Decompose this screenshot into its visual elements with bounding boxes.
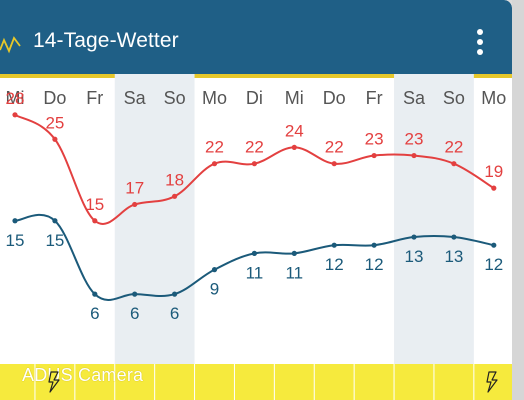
chart-line-icon — [0, 36, 21, 54]
weekend-shade — [114, 74, 195, 364]
high-temp-point — [491, 185, 497, 191]
high-temp-label: 15 — [85, 195, 104, 214]
forecast-chart: Mi Do Fr Sa So Mo Di Mi Do Fr Sa So Mo 28 25 15 17 18 22 2… — [6, 74, 506, 364]
low-temp-point — [291, 250, 297, 256]
day-label: Fr — [366, 88, 383, 108]
high-temp-label: 23 — [405, 130, 424, 149]
low-temp-point — [92, 291, 98, 297]
low-temp-label: 15 — [6, 231, 25, 250]
high-temp-label: 17 — [125, 178, 144, 197]
camera-label: ADUS Camera — [22, 365, 144, 385]
high-temp-label: 25 — [45, 113, 64, 132]
more-vertical-icon[interactable] — [470, 26, 490, 58]
day-label: Fr — [86, 88, 103, 108]
high-temp-label: 22 — [444, 138, 463, 157]
day-label: Mo — [202, 88, 227, 108]
day-label: Mo — [481, 88, 506, 108]
page-title: 14-Tage-Wetter — [33, 29, 179, 52]
weather-card: 14-Tage-Wetter Mi Do Fr Sa So Mo Di Mi Do Fr Sa So M… — [0, 0, 512, 400]
high-temp-point — [291, 144, 297, 150]
high-temp-point — [371, 152, 377, 159]
low-temp-label: 12 — [484, 255, 503, 274]
low-temp-point — [451, 234, 457, 240]
day-label: Di — [246, 88, 263, 108]
high-temp-point — [172, 193, 178, 199]
lightning-bolt-icon — [48, 371, 60, 393]
low-temp-label: 6 — [90, 304, 99, 323]
high-temp-label: 24 — [285, 121, 304, 140]
low-temp-label: 9 — [210, 280, 219, 299]
low-temp-label: 15 — [45, 231, 64, 250]
high-temp-label: 28 — [6, 89, 25, 108]
camera-bar[interactable] — [0, 364, 512, 400]
low-temp-label: 12 — [365, 255, 384, 274]
low-temp-point — [52, 218, 58, 224]
high-temp-label: 23 — [365, 130, 384, 149]
low-temp-label: 11 — [285, 263, 303, 282]
day-label: Sa — [403, 88, 426, 108]
lightning-bolt-icon — [486, 371, 498, 393]
high-temp-point — [211, 161, 218, 167]
high-temp-point — [52, 136, 58, 142]
high-temp-label: 22 — [245, 138, 264, 157]
low-temp-point — [172, 291, 178, 297]
low-temp-label: 6 — [130, 304, 139, 323]
low-temp-label: 12 — [325, 255, 344, 274]
day-label: Mi — [285, 88, 304, 108]
high-temp-point — [451, 161, 457, 167]
day-label: So — [164, 88, 186, 108]
high-temp-label: 22 — [325, 138, 344, 157]
low-temp-point — [132, 291, 138, 297]
high-temp-point — [251, 161, 257, 167]
low-temp-point — [12, 218, 18, 224]
high-temp-label: 22 — [205, 138, 224, 157]
day-label: Mi — [6, 88, 25, 108]
low-temp-point — [331, 242, 337, 248]
high-temp-label: 19 — [484, 162, 503, 181]
low-temp-point — [371, 242, 377, 248]
low-temp-point — [251, 250, 257, 256]
low-temp-point — [411, 234, 417, 240]
low-temp-point — [211, 267, 218, 273]
low-temp-label: 11 — [246, 263, 264, 282]
low-temp-label: 13 — [444, 247, 463, 266]
camera-bar-grid — [34, 364, 475, 400]
low-temp-label: 6 — [170, 304, 179, 323]
high-temp-point — [411, 152, 417, 159]
screen-edge — [512, 0, 524, 400]
low-temp-label: 13 — [405, 247, 424, 266]
high-temp-point — [92, 218, 98, 224]
high-temp-label: 18 — [165, 170, 184, 189]
day-label: Do — [43, 88, 66, 108]
day-label: Sa — [124, 88, 147, 108]
day-label: Do — [323, 88, 346, 108]
low-temp-point — [491, 242, 497, 248]
day-label: So — [443, 88, 465, 108]
high-temp-point — [331, 161, 337, 167]
weekend-shade — [394, 74, 474, 364]
high-temp-point — [12, 112, 18, 118]
app-bar: 14-Tage-Wetter — [0, 0, 512, 78]
high-temp-point — [132, 201, 138, 208]
